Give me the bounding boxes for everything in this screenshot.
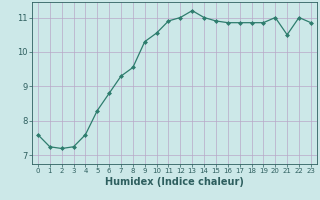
- X-axis label: Humidex (Indice chaleur): Humidex (Indice chaleur): [105, 177, 244, 187]
